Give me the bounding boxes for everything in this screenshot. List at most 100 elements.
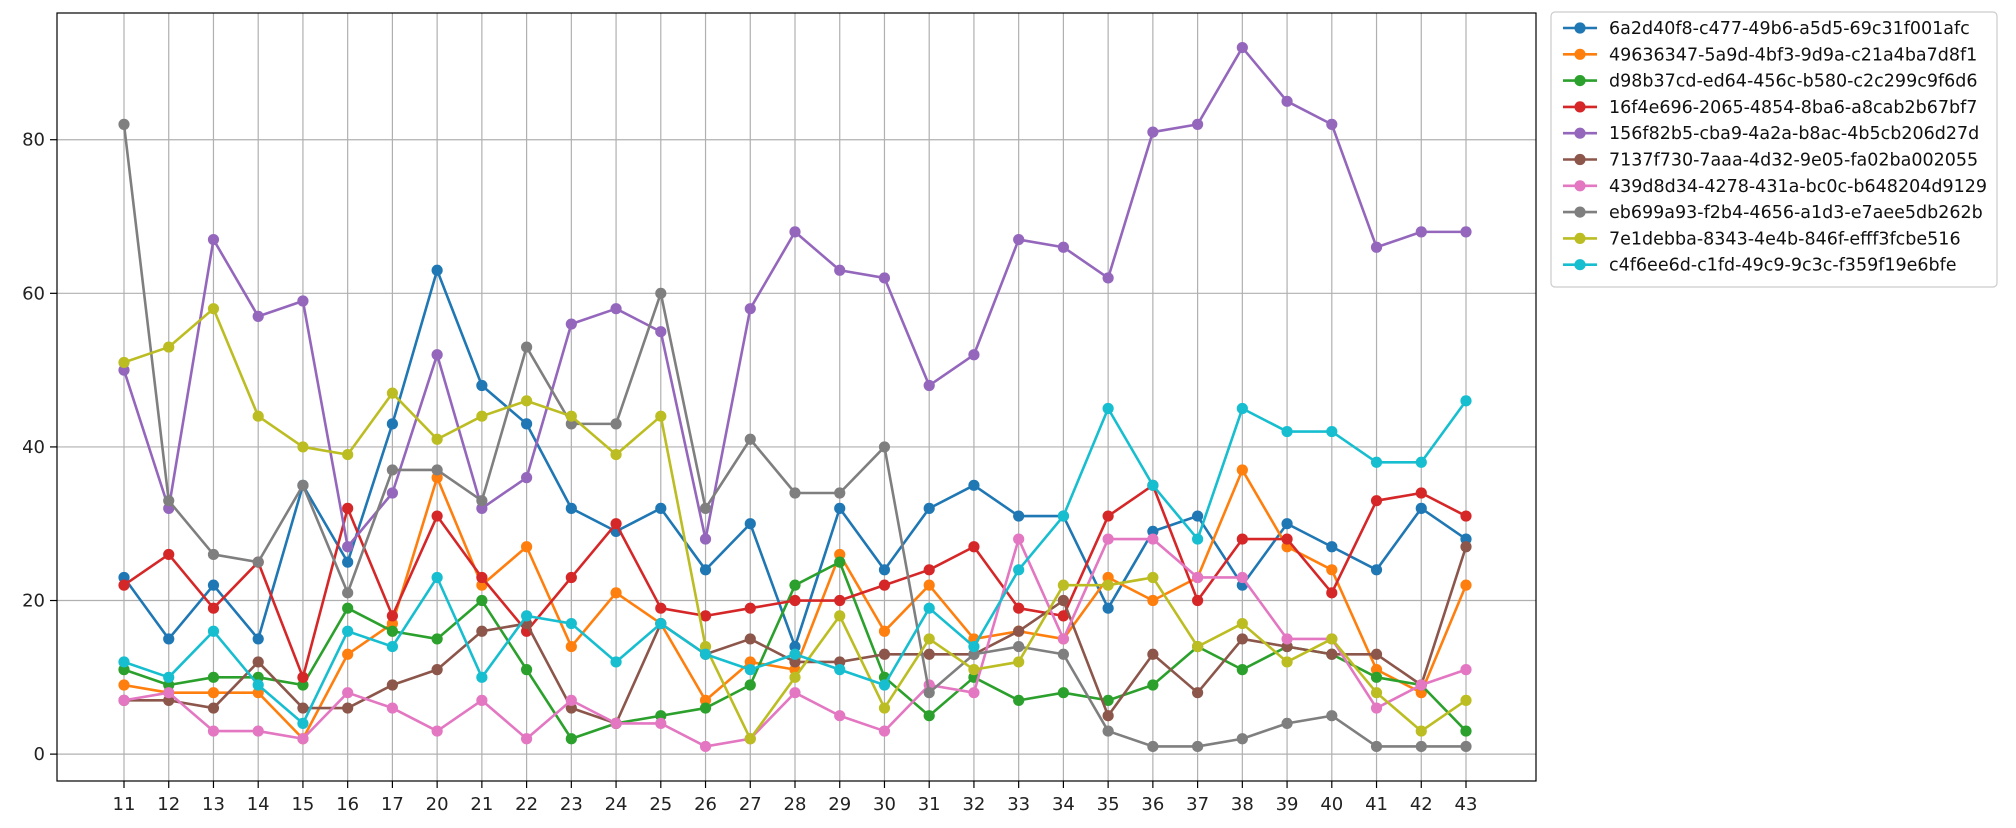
x-tick-label: 24: [605, 794, 628, 815]
data-point: [1013, 694, 1025, 706]
data-point: [834, 594, 846, 607]
data-point: [878, 441, 891, 453]
data-point: [610, 303, 622, 315]
data-point: [431, 664, 443, 676]
legend-swatch-marker: [1574, 101, 1586, 113]
x-tick-label: 37: [1186, 794, 1209, 815]
legend-swatch-marker: [1574, 206, 1586, 218]
data-point: [744, 656, 756, 668]
data-point: [342, 687, 354, 699]
data-point: [386, 641, 398, 653]
series-layer: [118, 41, 1472, 753]
data-point: [163, 687, 175, 699]
x-tick-label: 20: [426, 794, 449, 815]
data-point: [342, 449, 354, 461]
data-point: [163, 633, 175, 645]
data-point: [207, 602, 220, 614]
legend-label: 6a2d40f8-c477-49b6-a5d5-69c31f001afc: [1609, 19, 1970, 39]
data-point: [342, 625, 354, 637]
data-point: [1057, 610, 1069, 622]
data-point: [476, 502, 488, 514]
data-point: [521, 341, 533, 353]
x-tick-label: 38: [1231, 794, 1254, 815]
data-point: [476, 379, 488, 392]
x-tick-label: 43: [1455, 794, 1478, 815]
data-point: [297, 479, 309, 491]
legend-swatch-marker: [1574, 259, 1586, 271]
data-point: [1326, 648, 1338, 660]
legend-item: 156f82b5-cba9-4a2a-b8ac-4b5cb206d27d: [1563, 124, 1979, 144]
data-point: [923, 579, 935, 591]
data-point: [1102, 510, 1114, 522]
data-point: [1102, 602, 1114, 614]
x-tick-label: 39: [1276, 794, 1299, 815]
data-point: [699, 610, 712, 622]
data-point: [1281, 717, 1293, 730]
data-point: [342, 502, 354, 514]
data-point: [342, 556, 354, 568]
legend-swatch-marker: [1574, 180, 1586, 192]
data-point: [207, 579, 220, 591]
data-point: [789, 579, 801, 591]
data-point: [297, 679, 309, 691]
data-point: [1147, 679, 1159, 691]
data-point: [1281, 633, 1293, 645]
data-point: [118, 664, 130, 676]
data-point: [789, 648, 801, 660]
x-axis: 11 12 13 14 15 16 17 20 21 22 23 24 25 26 27 28 29 30 31 32…: [113, 781, 1478, 815]
data-point: [655, 710, 667, 722]
x-tick-label: 17: [381, 794, 404, 815]
data-point: [207, 548, 220, 561]
data-point: [1326, 564, 1338, 576]
data-point: [1370, 671, 1383, 683]
data-point: [968, 349, 980, 361]
data-point: [1147, 533, 1159, 545]
data-point: [1013, 233, 1025, 246]
data-point: [699, 641, 712, 653]
data-point: [699, 533, 712, 545]
data-point: [521, 733, 533, 745]
legend-item: 6a2d40f8-c477-49b6-a5d5-69c31f001afc: [1563, 19, 1970, 39]
data-point: [1415, 226, 1427, 238]
data-point: [1102, 579, 1114, 591]
data-point: [610, 656, 622, 668]
x-tick-label: 13: [202, 794, 225, 815]
data-point: [1236, 617, 1248, 630]
data-point: [1102, 710, 1114, 722]
data-point: [1057, 648, 1069, 660]
data-point: [207, 725, 220, 737]
data-point: [1281, 518, 1293, 530]
data-point: [1057, 594, 1069, 607]
data-point: [878, 564, 891, 576]
data-point: [878, 679, 891, 691]
legend-label: 439d8d34-4278-431a-bc0c-b648204d9129: [1609, 177, 1987, 197]
legend-item: eb699a93-f2b4-4656-a1d3-e7aee5db262b: [1563, 203, 1983, 223]
x-tick-label: 27: [739, 794, 762, 815]
data-point: [1326, 541, 1338, 553]
data-point: [1236, 41, 1248, 54]
data-point: [1460, 694, 1472, 706]
data-point: [163, 341, 175, 353]
data-point: [1102, 402, 1114, 415]
data-point: [118, 356, 130, 369]
x-tick-label: 36: [1141, 794, 1164, 815]
data-point: [923, 648, 935, 660]
data-point: [386, 679, 398, 691]
data-point: [1370, 648, 1383, 660]
data-point: [1147, 740, 1159, 753]
data-point: [252, 310, 264, 322]
data-point: [386, 702, 398, 714]
legend-label: c4f6ee6d-c1fd-49c9-9c3c-f359f19e6bfe: [1609, 256, 1957, 276]
data-point: [252, 656, 264, 668]
data-point: [565, 733, 577, 745]
data-point: [834, 656, 846, 668]
data-point: [1281, 641, 1293, 653]
data-point: [118, 694, 130, 706]
data-point: [1236, 571, 1248, 584]
data-point: [1147, 525, 1159, 538]
data-point: [1013, 656, 1025, 668]
data-point: [834, 264, 846, 276]
data-point: [565, 694, 577, 706]
data-point: [1460, 226, 1472, 238]
data-point: [1460, 510, 1472, 522]
